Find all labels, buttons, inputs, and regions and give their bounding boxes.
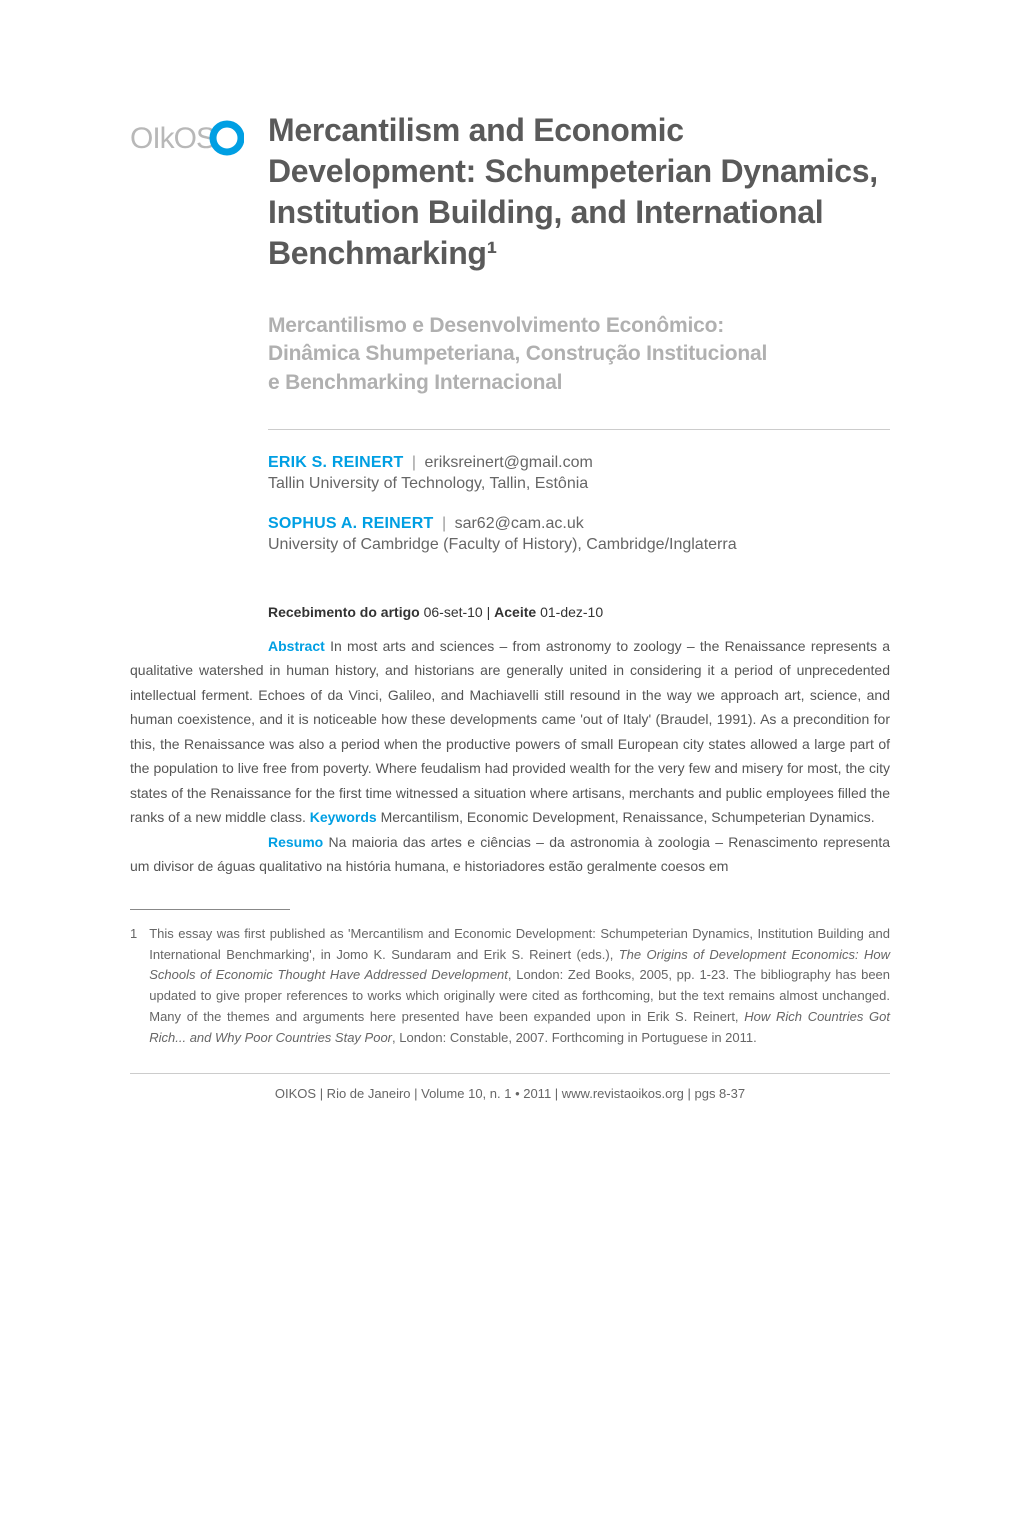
separator-pipe: |: [442, 515, 446, 532]
subtitle-block: Mercantilismo e Desenvolvimento Econômic…: [268, 312, 890, 397]
subtitle-line: Mercantilismo e Desenvolvimento Econômic…: [268, 312, 890, 340]
author-block: ERIK S. REINERT | eriksreinert@gmail.com…: [268, 454, 890, 493]
journal-logo: OIkOS: [130, 118, 244, 165]
author-email: eriksreinert@gmail.com: [425, 454, 593, 471]
submission-dates: Recebimento do artigo 06-set-10 | Aceite…: [268, 604, 890, 620]
keywords-label: Keywords: [310, 809, 377, 825]
svg-text:OIkOS: OIkOS: [130, 122, 215, 155]
section-divider: [268, 429, 890, 430]
footnote-text: , London: Constable, 2007. Forthcoming i…: [392, 1030, 757, 1045]
author-affiliation: University of Cambridge (Faculty of Hist…: [268, 536, 890, 554]
resumo-text: Na maioria das artes e ciências – da ast…: [130, 834, 890, 875]
footnote-number: 1: [130, 924, 137, 1049]
resumo-label: Resumo: [268, 834, 323, 850]
subtitle-line: Dinâmica Shumpeteriana, Construção Insti…: [268, 340, 890, 368]
abstract-label: Abstract: [268, 638, 325, 654]
subtitle-line: e Benchmarking Internacional: [268, 369, 890, 397]
footer-citation: OIKOS | Rio de Janeiro | Volume 10, n. 1…: [130, 1086, 890, 1101]
article-title: Mercantilism and Economic Development: S…: [268, 110, 890, 274]
header-row: OIkOS Mercantilism and Economic Developm…: [130, 110, 890, 274]
received-date: 06-set-10: [424, 604, 483, 620]
author-affiliation: Tallin University of Technology, Tallin,…: [268, 475, 890, 493]
abstract-text: In most arts and sciences – from astrono…: [130, 638, 890, 826]
footnote-rule: [130, 909, 290, 910]
author-name: SOPHUS A. REINERT: [268, 515, 434, 532]
author-email: sar62@cam.ac.uk: [455, 515, 584, 532]
footer-rule: [130, 1073, 890, 1074]
author-block: SOPHUS A. REINERT | sar62@cam.ac.uk Univ…: [268, 515, 890, 554]
footnote-body: This essay was first published as 'Merca…: [149, 924, 890, 1049]
abstract-paragraph: Abstract In most arts and sciences – fro…: [130, 634, 890, 879]
separator-pipe: |: [412, 454, 416, 471]
accepted-label: Aceite: [494, 604, 536, 620]
received-label: Recebimento do artigo: [268, 604, 420, 620]
keywords-text: Mercantilism, Economic Development, Rena…: [381, 809, 875, 825]
author-name: ERIK S. REINERT: [268, 454, 403, 471]
accepted-date: 01-dez-10: [540, 604, 603, 620]
footnote: 1 This essay was first published as 'Mer…: [130, 924, 890, 1049]
